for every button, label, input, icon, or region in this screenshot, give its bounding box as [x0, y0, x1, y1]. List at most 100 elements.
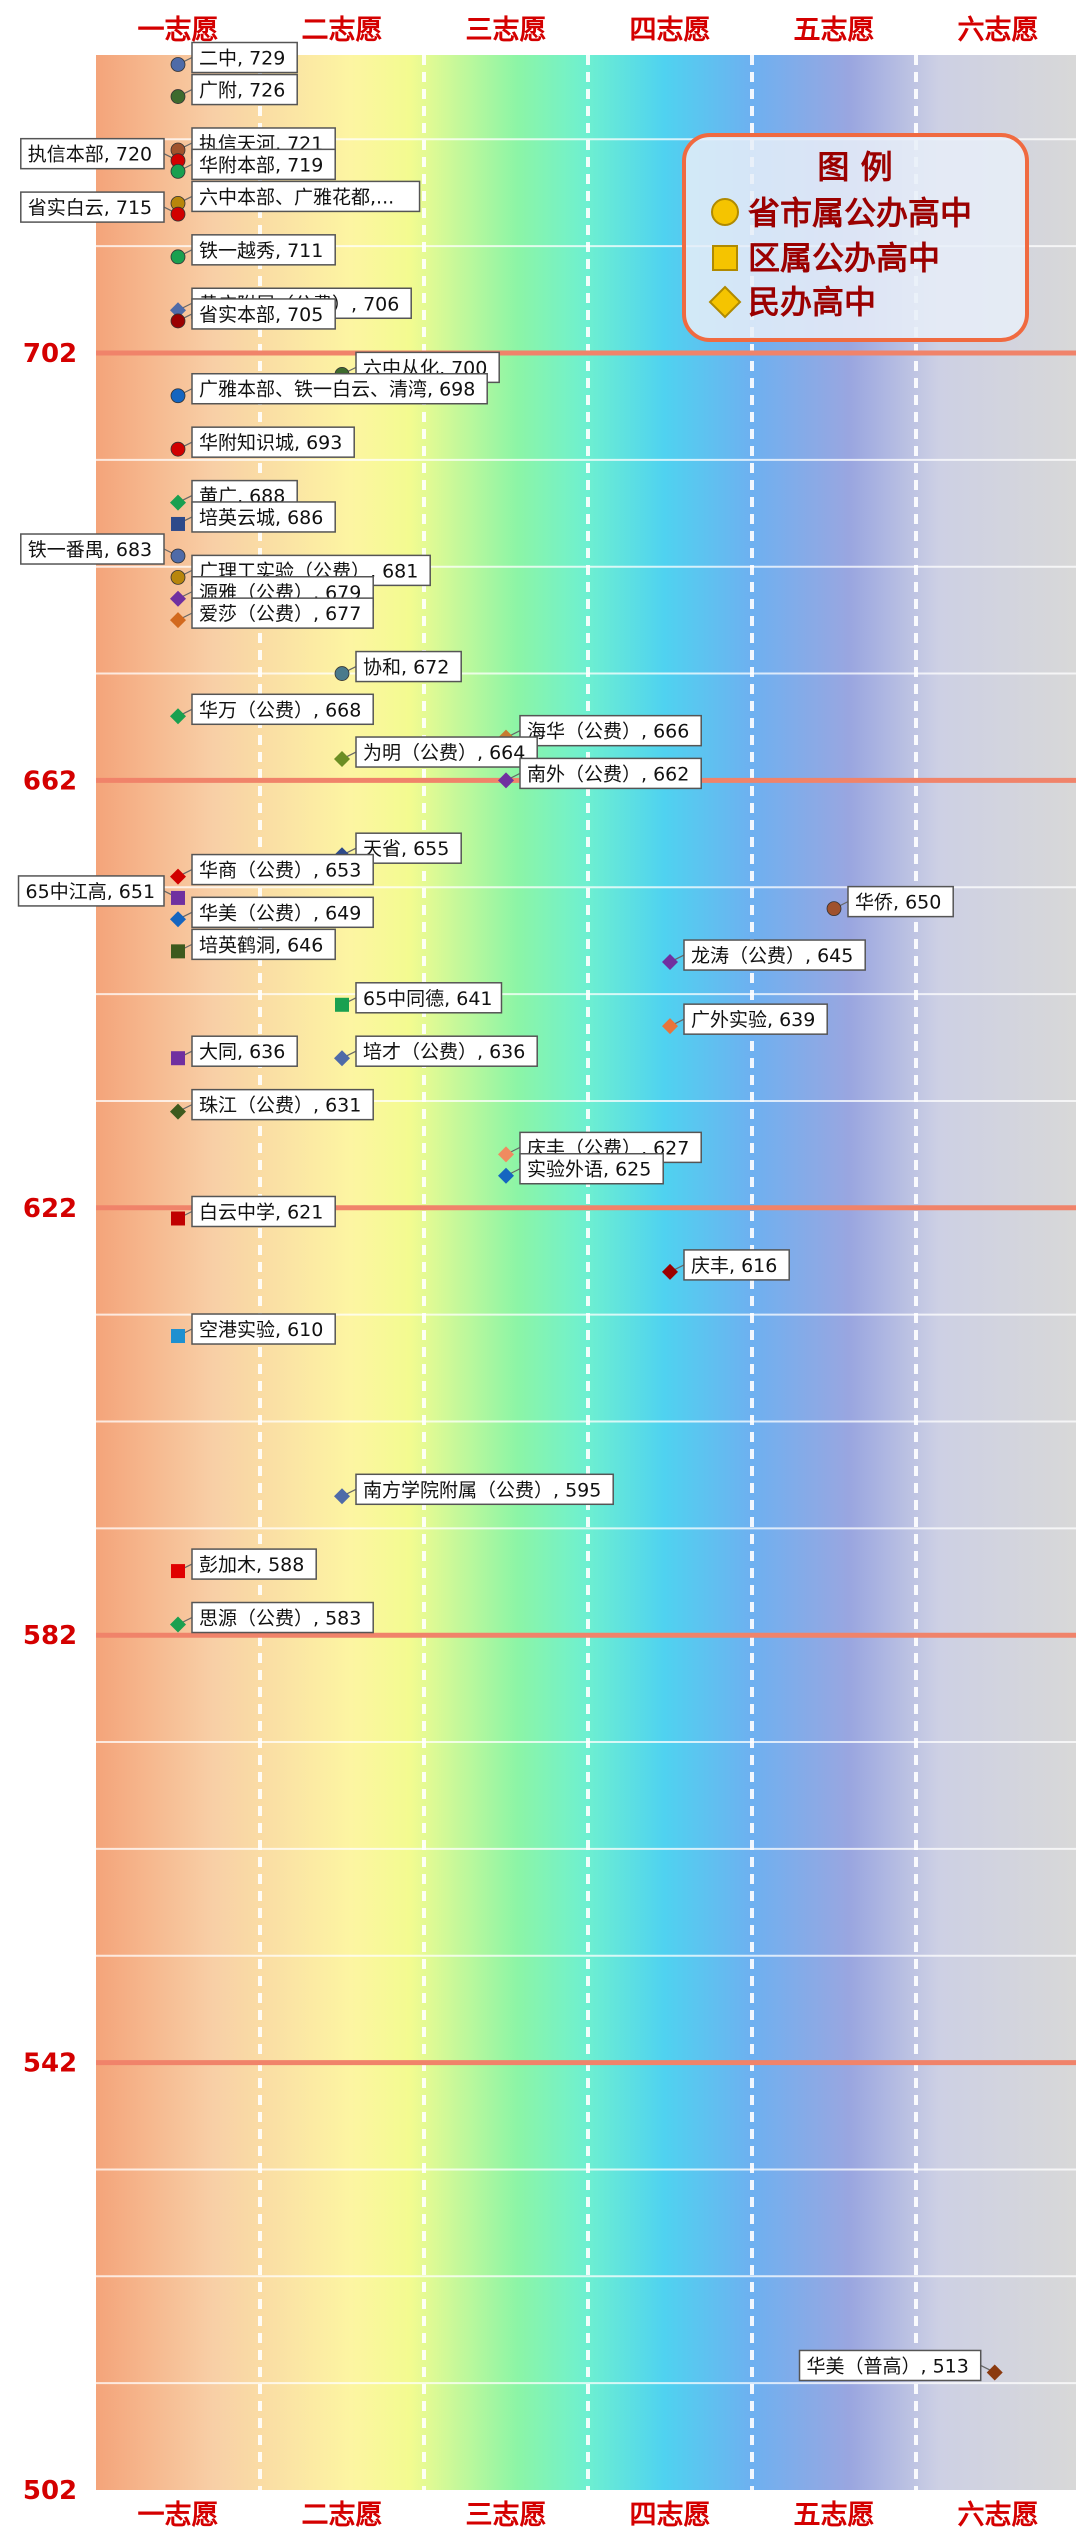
data-point: 执信本部, 720 [20, 137, 186, 170]
legend: 图 例 省市属公办高中 区属公办高中 民办高中 [682, 133, 1029, 342]
square-marker [171, 944, 185, 959]
column-label-top: 四志愿 [630, 15, 711, 46]
data-label: 省实本部, 705 [199, 304, 323, 326]
y-tick-label: 702 [23, 339, 77, 369]
diamond-marker [170, 612, 186, 629]
data-label: 南外（公费）, 662 [527, 763, 689, 785]
data-point: 南方学院附属（公费）, 595 [334, 1473, 614, 1506]
diamond-marker [170, 302, 186, 319]
y-tick-label: 662 [23, 766, 77, 796]
data-point: 广雅本部、铁一白云、清湾, 698 [170, 372, 488, 405]
data-label: 实验外语, 625 [527, 1159, 651, 1181]
data-label-box [519, 714, 702, 747]
circle-marker [170, 441, 186, 457]
data-point: 广附, 726 [170, 73, 298, 106]
data-label-box [355, 982, 503, 1014]
data-label: 华商（公费）, 653 [199, 860, 361, 882]
data-point: 二中, 729 [170, 41, 298, 74]
data-point: 六中本部、广雅花都,... [170, 180, 421, 213]
data-point: 省实白云, 715 [20, 191, 186, 223]
data-label: 天省, 655 [363, 838, 449, 860]
data-label-box [355, 650, 462, 683]
data-point: 协和, 672 [334, 650, 462, 683]
data-label: 思源（公费）, 583 [199, 1608, 361, 1630]
data-point: 广外实验, 639 [662, 1003, 828, 1035]
data-point: 省实本部, 705 [170, 298, 336, 330]
data-label: 华侨, 650 [855, 892, 941, 914]
legend-circle-icon [711, 198, 739, 226]
data-label-box [355, 736, 538, 768]
data-point: 华商（公费）, 653 [170, 853, 374, 886]
data-point: 华美（普高）, 513 [798, 2349, 1003, 2382]
data-label: 为明（公费）, 664 [363, 742, 525, 764]
data-point: 铁一越秀, 711 [170, 234, 336, 266]
data-point: 实验外语, 625 [498, 1152, 664, 1185]
diamond-marker [334, 751, 350, 768]
column-label-top: 五志愿 [794, 15, 875, 46]
circle-marker [170, 206, 186, 222]
column-label-top: 六志愿 [958, 15, 1039, 46]
data-label: 65中江高, 651 [26, 881, 156, 903]
square-marker [171, 1564, 185, 1579]
square-marker [171, 890, 185, 905]
data-label-box [191, 148, 336, 181]
data-point: 华侨, 650 [826, 885, 954, 918]
data-label-box [683, 1249, 790, 1281]
data-label: 华美（公费）, 649 [199, 902, 361, 924]
data-point: 天省, 655 [334, 832, 462, 864]
legend-square-icon [712, 245, 738, 271]
diamond-marker [170, 1103, 186, 1120]
data-label-box [191, 298, 336, 330]
column-label-top: 一志愿 [138, 15, 219, 46]
legend-title: 图 例 [817, 148, 892, 186]
y-tick-label: 622 [23, 1194, 77, 1224]
data-label: 广外实验, 639 [691, 1009, 815, 1031]
data-label-box [20, 137, 165, 170]
data-label: 龙涛（公费）, 645 [691, 945, 853, 967]
data-point: 龙涛（公费）, 645 [662, 939, 866, 971]
data-label-box [17, 875, 165, 907]
diamond-marker [498, 1146, 514, 1163]
data-label: 执信本部, 720 [28, 144, 152, 166]
data-label-box [191, 41, 298, 74]
diamond-marker [334, 1050, 350, 1067]
column-label-bottom: 五志愿 [794, 2500, 875, 2530]
data-label-box [191, 693, 374, 726]
data-label-box [355, 1035, 538, 1067]
circle-marker [170, 89, 186, 104]
data-point: 培英鹤洞, 646 [171, 928, 336, 961]
data-label: 铁一越秀, 711 [199, 240, 323, 262]
legend-box [682, 133, 1029, 342]
circle-marker [826, 901, 842, 917]
data-label: 珠江（公费）, 631 [199, 1095, 361, 1117]
circle-marker [170, 249, 186, 265]
data-label: 大同, 636 [199, 1041, 285, 1063]
square-marker [171, 516, 185, 531]
data-point: 铁一番禺, 683 [20, 533, 186, 565]
legend-item-provincial: 省市属公办高中 [748, 194, 972, 232]
square-marker [171, 1211, 185, 1226]
data-label-box [191, 1548, 317, 1580]
data-label: 南方学院附属（公费）, 595 [363, 1479, 601, 1501]
column-label-bottom: 二志愿 [302, 2500, 383, 2530]
data-label: 培英鹤洞, 646 [199, 934, 323, 956]
data-label-box [683, 939, 866, 971]
column-label-top: 二志愿 [302, 15, 383, 46]
diamond-marker [662, 1263, 678, 1280]
data-point: 华万（公费）, 668 [170, 693, 374, 726]
data-label-box [20, 533, 165, 565]
data-label: 华附知识城, 693 [199, 432, 342, 454]
data-label: 广附, 726 [199, 80, 285, 102]
diamond-marker [498, 1167, 514, 1184]
data-label: 铁一番禺, 683 [28, 539, 152, 561]
data-label-box [847, 885, 954, 918]
data-label-box [191, 73, 298, 106]
circle-marker [170, 388, 186, 404]
legend-diamond-icon [708, 285, 742, 319]
data-point: 华附本部, 719 [170, 148, 336, 181]
diamond-marker [170, 590, 186, 607]
data-point: 珠江（公费）, 631 [170, 1088, 374, 1121]
data-label-box [191, 1601, 374, 1634]
